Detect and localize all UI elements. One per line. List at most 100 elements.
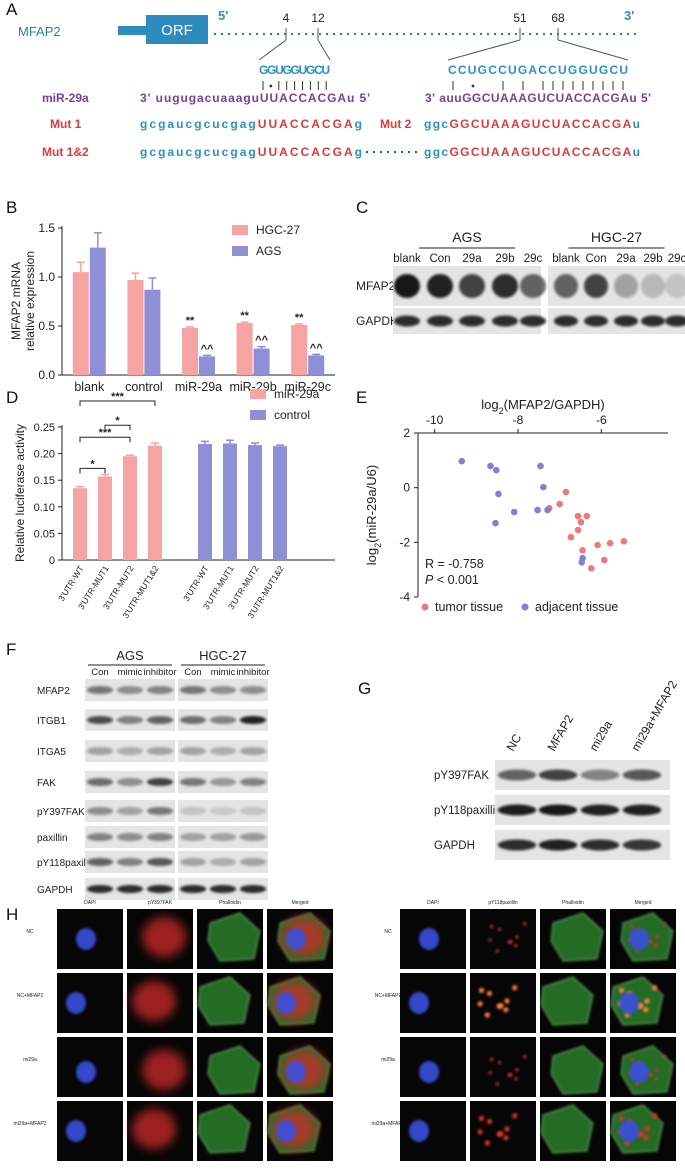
stain — [512, 985, 518, 991]
y-tick-label: -4 — [399, 590, 410, 604]
blot-band — [86, 686, 114, 694]
significance-bracket — [79, 436, 131, 443]
error-bar — [257, 345, 266, 349]
group-label: HGC-27 — [199, 648, 247, 663]
scatter-point — [544, 506, 551, 514]
y-tick-label: 0.0 — [38, 368, 55, 382]
scatter-point — [487, 462, 494, 470]
x-tick-label: miR-29a — [175, 380, 222, 394]
column-label: Phalloidin — [219, 900, 241, 906]
blot-band — [664, 274, 685, 298]
row-label: mi29a — [23, 1057, 37, 1063]
lane-label: 29a — [616, 253, 636, 265]
actin — [207, 1045, 261, 1095]
stain — [484, 1012, 490, 1018]
y-tick-label: 0 — [49, 555, 55, 567]
column-label: Merged — [292, 900, 309, 906]
bar — [127, 279, 144, 375]
lane-label: Con — [429, 253, 450, 265]
error-bar — [276, 444, 284, 447]
mutant-sequence: ggcGGCUAAAGUCUACCACGAu — [424, 145, 640, 159]
x-tick-label: -6 — [596, 413, 607, 427]
scatter-point — [567, 533, 575, 541]
stain — [495, 1082, 499, 1086]
y-tick-label: 0 — [403, 481, 410, 495]
stain — [498, 1003, 504, 1009]
blot-band — [209, 807, 237, 815]
stain — [644, 1126, 650, 1132]
lane-label: 29c — [524, 253, 543, 265]
site-sequence: CCUGCCUGACCUGGUGCU — [448, 63, 628, 77]
nucleus — [619, 992, 639, 1014]
lane-label: blank — [552, 253, 580, 265]
stain — [478, 1115, 485, 1121]
significance-mark: ** — [295, 312, 304, 324]
mutant-sequence: ggcGGCUAAAGUCUACCACGAu — [424, 117, 640, 131]
stat-annotation: R = -0.758 — [425, 557, 484, 571]
stain — [649, 940, 653, 944]
blot-band — [664, 315, 685, 327]
stain — [504, 998, 510, 1004]
stain — [523, 922, 527, 926]
seq-part: UUACCACGA — [258, 117, 353, 131]
row-label: NC — [26, 929, 34, 935]
legend-label: control — [274, 408, 310, 422]
panel-letter: H — [6, 905, 18, 924]
panel-letter: E — [356, 388, 367, 407]
panel-letter: D — [6, 388, 18, 407]
bar — [72, 272, 89, 375]
column-label: DAPI — [84, 900, 96, 906]
blot-band — [239, 807, 267, 815]
stain — [488, 1071, 492, 1075]
stain — [514, 1077, 518, 1081]
group-label: AGS — [116, 648, 144, 663]
significance-label: *** — [111, 391, 125, 403]
significance-mark: ^^ — [310, 342, 323, 354]
stain — [486, 990, 493, 997]
scatter-point — [492, 519, 499, 527]
blot-band — [491, 274, 519, 298]
seq-part: u — [633, 117, 640, 131]
scatter-point — [583, 512, 591, 520]
orf-box — [146, 15, 208, 44]
seq-part: GGCUAAAGUCUACCACGA — [449, 145, 631, 159]
blot-band — [209, 686, 237, 694]
significance-label: * — [115, 415, 120, 427]
bar — [198, 444, 212, 560]
blot-band — [426, 315, 454, 327]
blot-band — [580, 804, 620, 816]
significance-bracket — [79, 467, 106, 474]
stain — [652, 985, 658, 991]
y-label-line: MFAP2 mRNA — [9, 262, 23, 340]
position-label: 4 — [283, 11, 290, 25]
legend-label: AGS — [256, 244, 281, 258]
stain — [654, 1077, 658, 1081]
group-label: HGC-27 — [591, 229, 643, 245]
nucleus — [629, 1061, 649, 1083]
stain — [523, 1055, 527, 1059]
stain — [644, 998, 650, 1004]
stain — [497, 1060, 502, 1065]
bar — [199, 356, 215, 375]
lane-label: MFAP2 — [544, 712, 576, 753]
y-tick-label: 0.20 — [34, 449, 55, 461]
scatter-point — [620, 537, 628, 545]
row-label: MFAP2 — [37, 686, 70, 697]
lane-label: Con — [184, 667, 201, 678]
label-part: (miR-29a/U6) — [364, 465, 379, 543]
blot-band — [179, 716, 207, 724]
legend-label: miR-29a — [274, 387, 320, 401]
significance-bracket — [104, 424, 131, 431]
bar — [308, 355, 325, 375]
row-label: pY397FAK — [37, 807, 85, 818]
nucleus — [66, 992, 86, 1014]
lane-label: 29b — [495, 253, 514, 265]
nucleus — [409, 1120, 429, 1142]
lane-label: 29c — [668, 253, 685, 265]
lane-label: 29a — [462, 253, 482, 265]
blot-band — [116, 807, 144, 815]
blot-band — [86, 716, 114, 724]
stain — [142, 917, 186, 957]
micrograph — [470, 909, 536, 969]
scatter-point — [493, 466, 500, 474]
